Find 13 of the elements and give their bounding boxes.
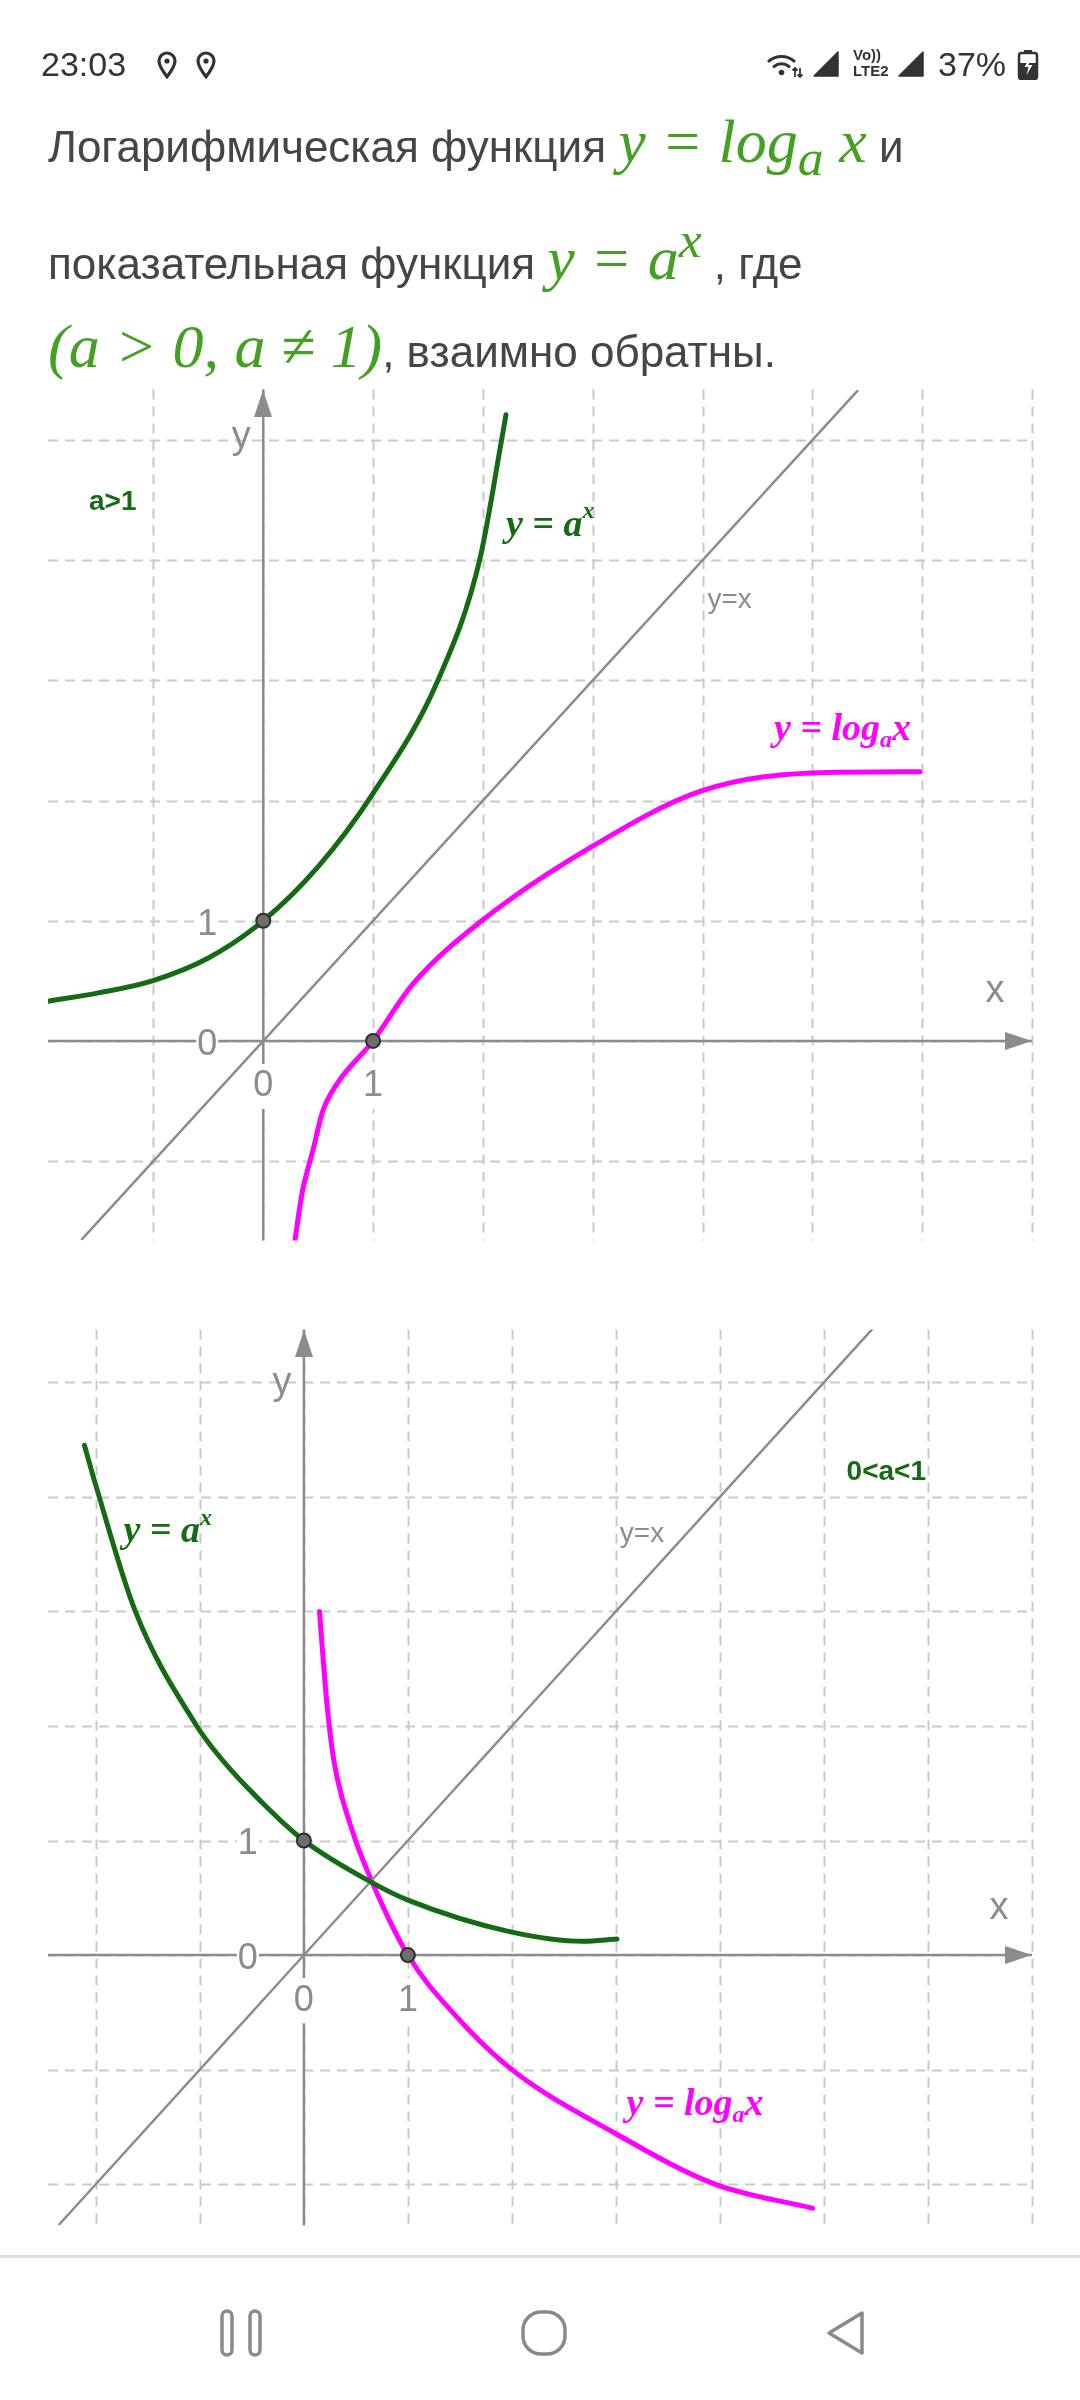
text: 37% (938, 44, 1007, 84)
annotation: a>1 (89, 485, 137, 517)
chart-title: Логарифмическая функция y = log$_{a}$ x и показательная функция y = a$^{x}$ , где (a > 0, a ≠ 1), взаимно обратны. (48, 107, 904, 381)
text: Vo)) (853, 46, 882, 63)
x-axis-title: x (989, 1884, 1009, 1927)
text: 23:03 (41, 44, 127, 84)
y-axis-title: y (231, 414, 251, 457)
y-axis-title: y (272, 1360, 292, 1403)
series-label: y=x (619, 1517, 665, 1549)
x-axis-title: x (985, 968, 1005, 1011)
text: LTE2 (853, 62, 889, 79)
annotation: 0<a<1 (846, 1455, 926, 1487)
series-label: y=x (707, 582, 752, 614)
